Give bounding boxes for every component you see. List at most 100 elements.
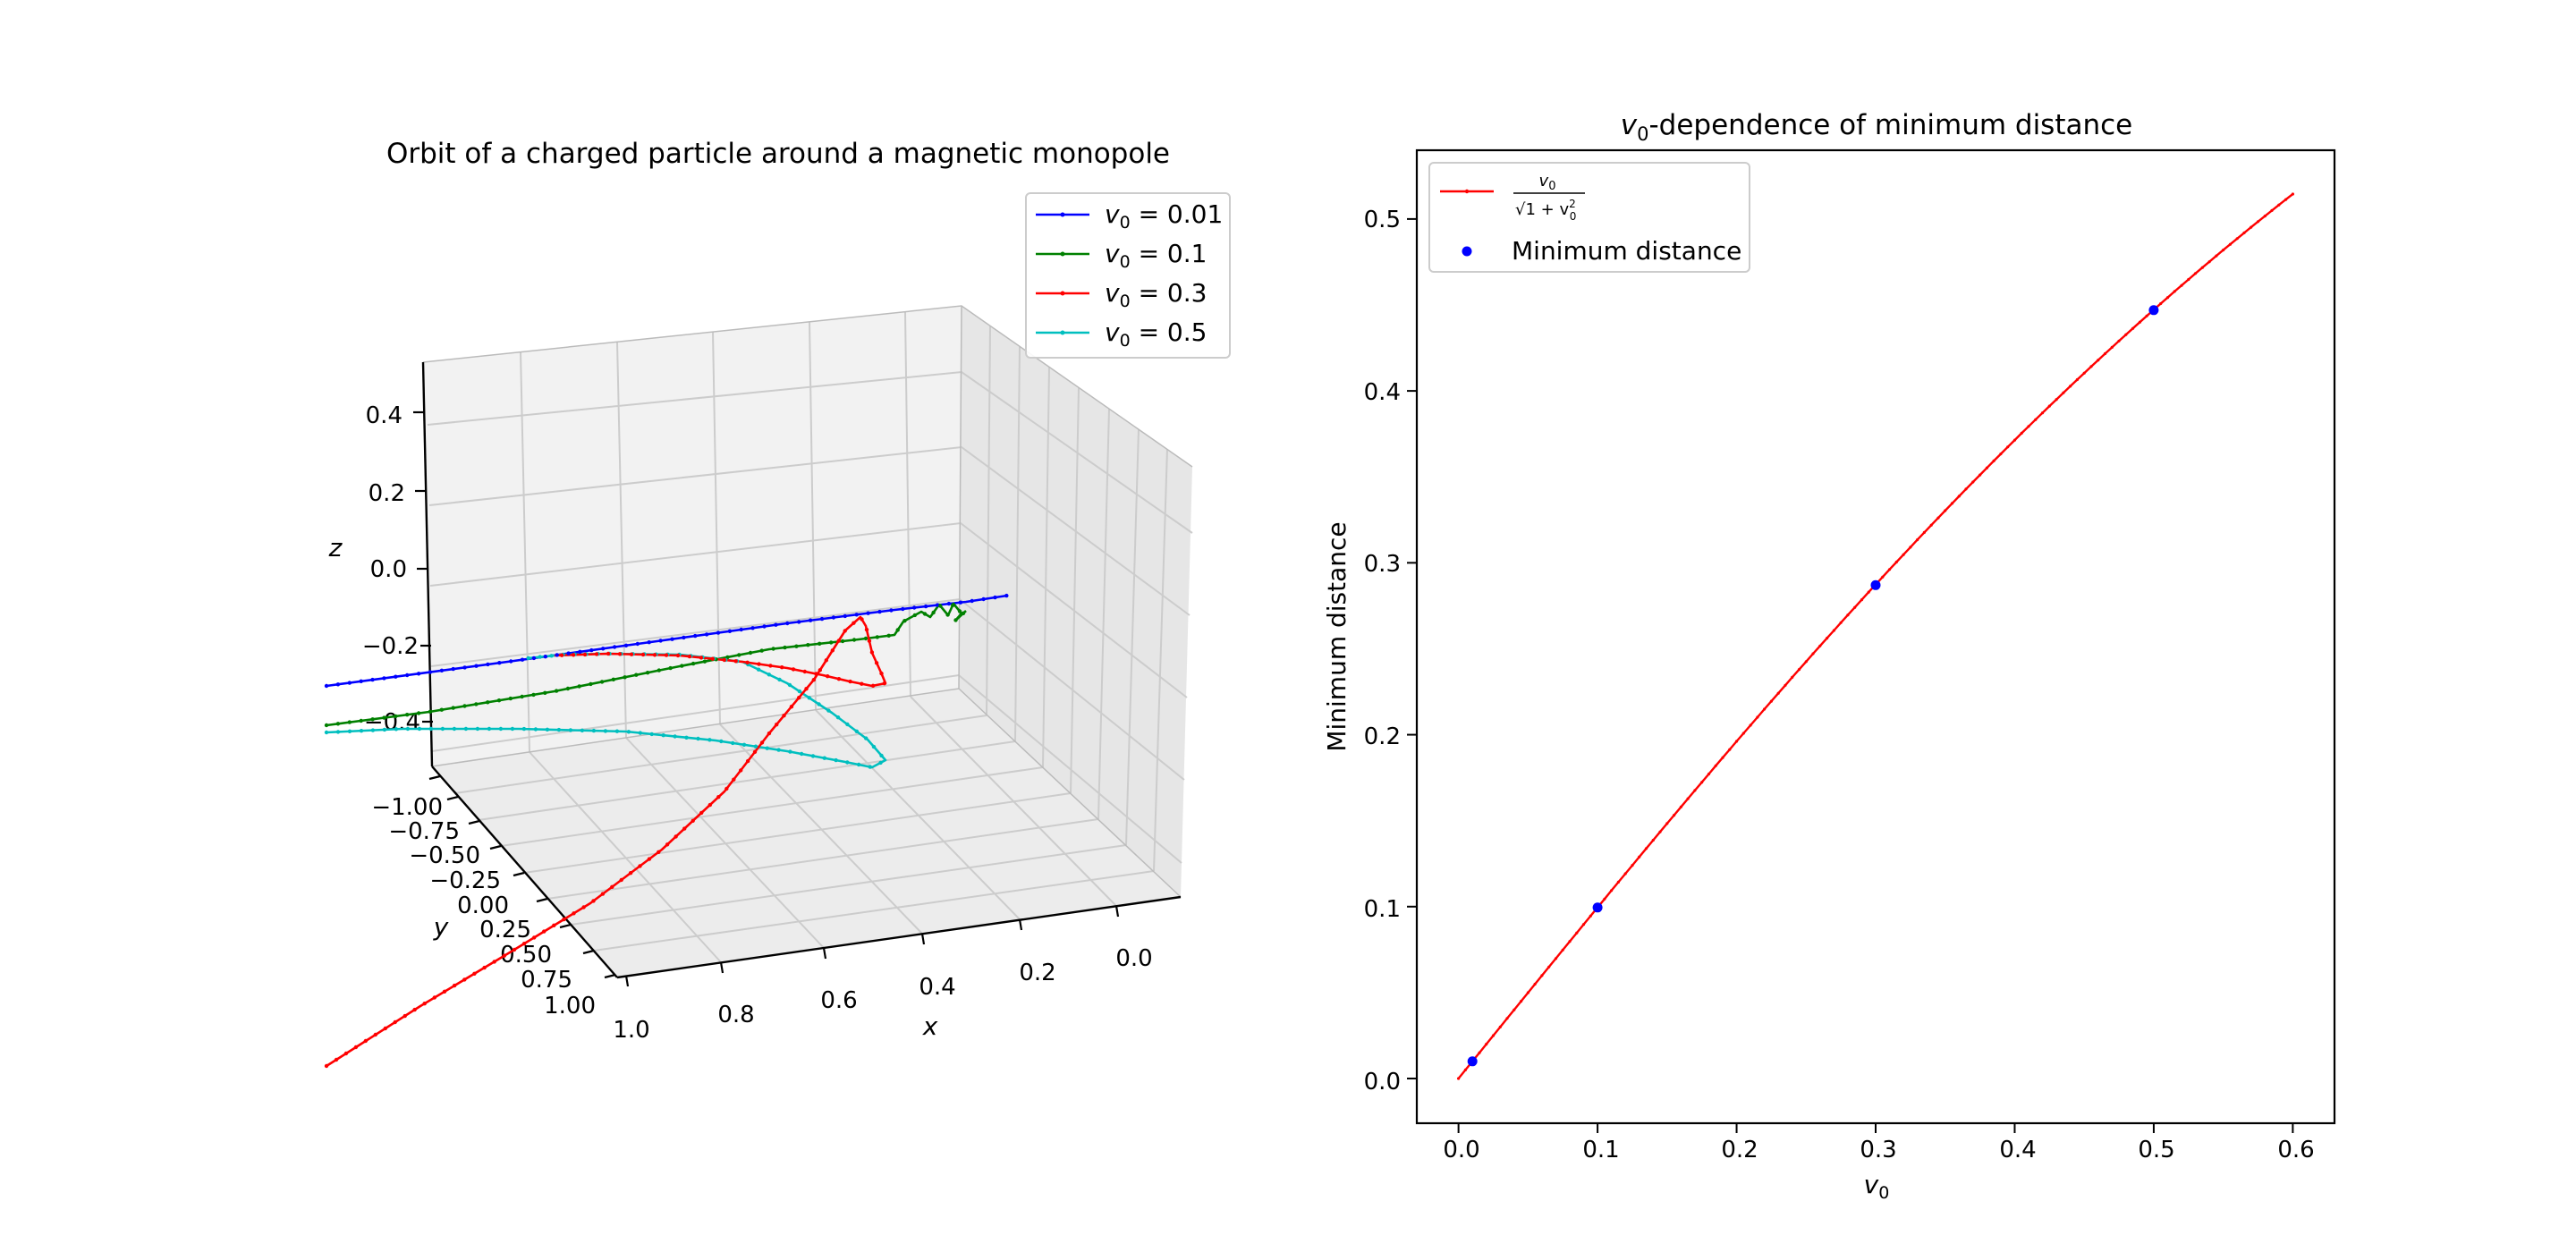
curve-marker	[2062, 391, 2065, 394]
y-tick-label: 1.00	[544, 993, 596, 1019]
curve-marker	[1520, 1000, 1523, 1003]
z-axis-label: z	[328, 533, 343, 563]
trajectory-marker	[405, 726, 411, 732]
trajectory-marker	[657, 668, 661, 673]
legend-entry-minimum-distance: Minimum distance	[1462, 236, 1741, 266]
theory-curve-markers	[1457, 192, 2294, 1080]
trajectory-marker	[496, 698, 502, 703]
trajectory-marker	[819, 616, 825, 622]
trajectory-marker	[393, 1019, 397, 1025]
trajectory-marker	[822, 756, 826, 760]
trajectory-marker	[777, 677, 782, 682]
trajectory-marker	[629, 652, 634, 656]
orbit-trajectory-v0-0.1	[326, 602, 967, 727]
trajectory-marker	[565, 686, 571, 691]
trajectory-marker	[405, 673, 410, 678]
trajectory-marker	[422, 1002, 427, 1006]
trajectory-marker	[938, 604, 943, 608]
y-tick-label: −0.25	[429, 867, 501, 894]
curve-marker	[1714, 764, 1717, 767]
y-tick	[559, 923, 572, 929]
y-axis-label: y	[433, 912, 449, 942]
minimum-distance-point	[1467, 1056, 1478, 1067]
min-distance-legend: v0 √1 + v2 0 Minimum distance	[1428, 162, 1750, 273]
legend-marker	[1060, 291, 1065, 296]
trajectory-marker	[889, 608, 894, 613]
y-tick	[604, 973, 616, 979]
trajectory-marker	[638, 731, 642, 735]
trajectory-marker	[347, 729, 352, 733]
trajectory-marker	[722, 657, 726, 663]
curve-marker	[2193, 272, 2198, 275]
curve-marker	[1589, 914, 1592, 918]
trajectory-marker	[882, 681, 886, 686]
trajectory-marker	[394, 674, 398, 679]
trajectory-marker	[487, 726, 492, 732]
x-tick-label: 1.0	[613, 1017, 649, 1044]
trajectory-marker	[739, 768, 743, 773]
trajectory-marker	[702, 659, 708, 664]
trajectory-marker	[864, 627, 869, 632]
trajectory-marker	[543, 655, 547, 659]
curve-marker	[1526, 991, 1530, 994]
trajectory-marker	[452, 983, 457, 988]
trajectory-marker	[657, 850, 661, 854]
trajectory-marker	[912, 605, 917, 610]
trajectory-marker	[432, 995, 436, 1000]
trajectory-marker	[834, 757, 838, 763]
curve-marker	[2263, 215, 2267, 218]
trajectory-marker	[554, 689, 559, 693]
curve-marker	[1686, 797, 1690, 800]
curve-marker	[2270, 208, 2274, 212]
curve-marker	[1478, 1051, 1481, 1054]
trajectory-marker	[840, 639, 845, 644]
grid-line	[593, 870, 1155, 952]
curve-marker	[1498, 1025, 1502, 1028]
curve-marker	[1533, 982, 1537, 986]
trajectory-marker	[623, 675, 627, 680]
trajectory-marker	[775, 723, 779, 727]
curve-marker	[1603, 897, 1606, 901]
trajectory-marker	[382, 715, 386, 720]
trajectory-marker	[776, 748, 781, 752]
trajectory-marker	[562, 917, 566, 922]
y-tick-label: 0.25	[479, 917, 531, 943]
trajectory-marker	[696, 736, 700, 741]
trajectory-marker	[521, 942, 527, 946]
trajectory-marker	[652, 653, 657, 657]
trajectory-marker	[878, 760, 883, 766]
trajectory-marker	[402, 1013, 407, 1019]
curve-marker	[1700, 781, 1704, 784]
trajectory-marker	[807, 696, 811, 700]
trajectory-marker	[818, 668, 822, 673]
trajectory-marker	[475, 726, 480, 732]
trajectory-marker	[412, 1007, 417, 1012]
trajectory-marker	[762, 624, 767, 629]
curve-marker	[2200, 266, 2204, 269]
curve-marker	[1505, 1017, 1509, 1020]
x-tick-label: 0.1	[1582, 1137, 1619, 1163]
ticks-3d	[413, 410, 1120, 987]
trajectory-marker	[463, 726, 469, 732]
trajectory-marker	[845, 722, 850, 727]
trajectory-marker	[343, 1051, 349, 1056]
axis-lines-3d	[421, 361, 1182, 979]
trajectory-marker	[543, 690, 547, 695]
trajectory-marker	[373, 1032, 377, 1037]
trajectory-marker	[603, 729, 608, 733]
trajectory-marker	[533, 727, 538, 732]
trajectory-marker	[462, 665, 467, 670]
curve-marker	[1457, 1077, 1461, 1080]
curve-marker	[1902, 553, 1905, 556]
orbit-legend-frame	[1025, 192, 1231, 359]
min-distance-chart: v0-dependence of minimum distance 0.0 0.…	[1322, 109, 2336, 1203]
trajectory-marker	[600, 892, 606, 896]
trajectory-marker	[789, 705, 794, 709]
curve-marker	[1979, 473, 1982, 477]
trajectory-marker	[923, 604, 928, 609]
trajectory-marker	[370, 717, 375, 722]
trajectory-marker	[566, 651, 571, 656]
curve-marker	[1610, 889, 1614, 892]
trajectory-marker	[875, 635, 879, 639]
